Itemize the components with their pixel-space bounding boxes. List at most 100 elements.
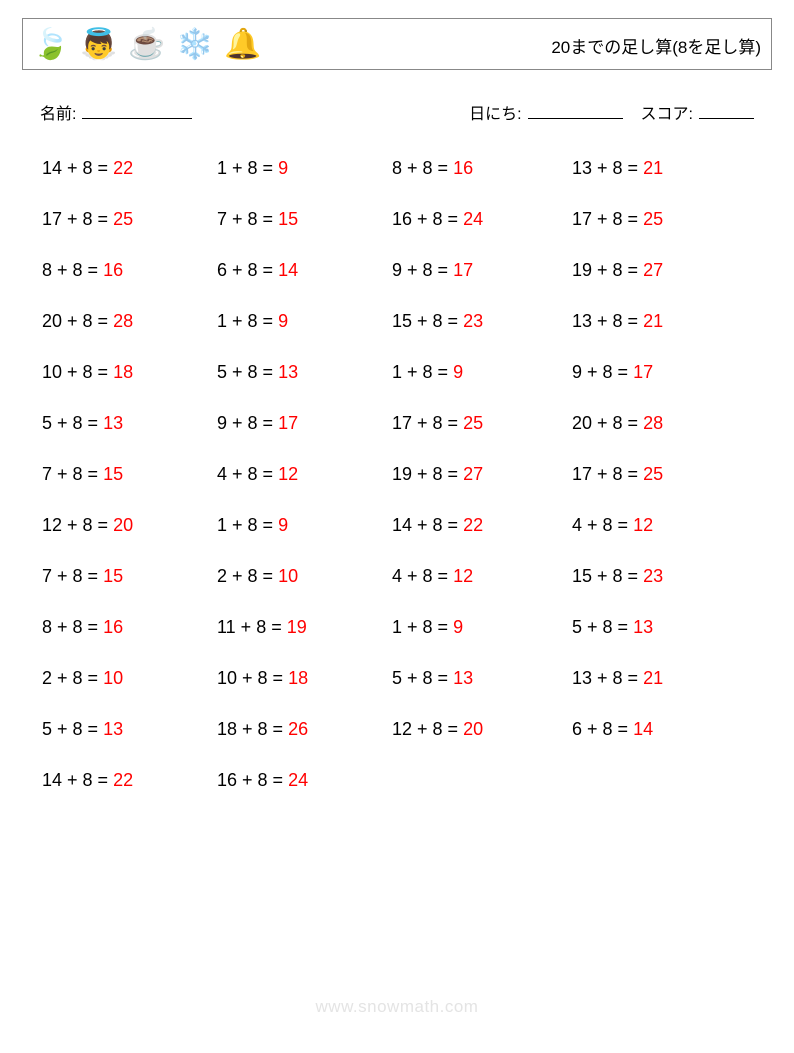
- problem-cell: 10 + 8 = 18: [217, 668, 392, 689]
- problem-expression: 8 + 8 =: [42, 617, 103, 637]
- problem-expression: 9 + 8 =: [217, 413, 278, 433]
- problem-expression: 14 + 8 =: [42, 158, 113, 178]
- problem-cell: 9 + 8 = 17: [217, 413, 392, 434]
- problem-answer: 28: [113, 311, 133, 331]
- date-label: 日にち:: [469, 100, 521, 124]
- problem-cell: 14 + 8 = 22: [392, 515, 572, 536]
- name-blank[interactable]: [82, 103, 192, 119]
- holly-icon: 🍃: [33, 27, 69, 63]
- worksheet-title: 20までの足し算(8を足し算): [551, 33, 761, 58]
- problem-cell: 18 + 8 = 26: [217, 719, 392, 740]
- problem-answer: 24: [288, 770, 308, 790]
- name-field: 名前:: [40, 100, 192, 124]
- problem-answer: 28: [643, 413, 663, 433]
- problem-answer: 16: [103, 617, 123, 637]
- decorative-icon-row: 🍃 👼 ☕ ❄️ 🔔: [33, 27, 261, 63]
- problem-answer: 27: [463, 464, 483, 484]
- problem-expression: 13 + 8 =: [572, 158, 643, 178]
- problem-cell: 10 + 8 = 18: [42, 362, 217, 383]
- problem-answer: 25: [643, 209, 663, 229]
- problem-cell: 8 + 8 = 16: [42, 617, 217, 638]
- worksheet-page: 🍃 👼 ☕ ❄️ 🔔 20までの足し算(8を足し算) 名前: 日にち: スコア:…: [0, 0, 794, 1053]
- problem-answer: 19: [287, 617, 307, 637]
- problem-expression: 5 + 8 =: [42, 719, 103, 739]
- problem-answer: 26: [288, 719, 308, 739]
- problem-expression: 19 + 8 =: [572, 260, 643, 280]
- header-box: 🍃 👼 ☕ ❄️ 🔔 20までの足し算(8を足し算): [22, 18, 772, 70]
- problem-expression: 17 + 8 =: [42, 209, 113, 229]
- problem-cell: 20 + 8 = 28: [572, 413, 747, 434]
- problem-cell: 1 + 8 = 9: [217, 311, 392, 332]
- problem-answer: 18: [288, 668, 308, 688]
- problem-expression: 7 + 8 =: [42, 566, 103, 586]
- problem-answer: 25: [113, 209, 133, 229]
- problem-expression: 5 + 8 =: [217, 362, 278, 382]
- problem-expression: 2 + 8 =: [217, 566, 278, 586]
- problem-expression: 9 + 8 =: [392, 260, 453, 280]
- problem-answer: 22: [113, 770, 133, 790]
- problem-expression: 2 + 8 =: [42, 668, 103, 688]
- problem-answer: 12: [453, 566, 473, 586]
- bells-icon: 🔔: [225, 27, 261, 63]
- problem-answer: 12: [278, 464, 298, 484]
- problem-cell: 5 + 8 = 13: [572, 617, 747, 638]
- problem-cell: 5 + 8 = 13: [42, 719, 217, 740]
- problem-cell: 7 + 8 = 15: [217, 209, 392, 230]
- problem-expression: 7 + 8 =: [42, 464, 103, 484]
- problem-expression: 1 + 8 =: [217, 515, 278, 535]
- problem-expression: 6 + 8 =: [572, 719, 633, 739]
- problem-expression: 4 + 8 =: [217, 464, 278, 484]
- problem-expression: 20 + 8 =: [572, 413, 643, 433]
- problem-cell: 16 + 8 = 24: [217, 770, 392, 791]
- problem-cell: 4 + 8 = 12: [392, 566, 572, 587]
- problem-cell: 14 + 8 = 22: [42, 770, 217, 791]
- problem-answer: 17: [453, 260, 473, 280]
- problem-answer: 21: [643, 158, 663, 178]
- problem-cell: 5 + 8 = 13: [42, 413, 217, 434]
- problem-cell: 5 + 8 = 13: [217, 362, 392, 383]
- date-blank[interactable]: [528, 103, 623, 119]
- problem-cell: 8 + 8 = 16: [42, 260, 217, 281]
- problem-answer: 9: [278, 158, 288, 178]
- score-label: スコア:: [641, 100, 693, 124]
- problem-cell: 13 + 8 = 21: [572, 668, 747, 689]
- problem-cell: 5 + 8 = 13: [392, 668, 572, 689]
- problem-cell: 12 + 8 = 20: [392, 719, 572, 740]
- problem-expression: 1 + 8 =: [217, 311, 278, 331]
- problem-expression: 5 + 8 =: [392, 668, 453, 688]
- problem-expression: 14 + 8 =: [42, 770, 113, 790]
- problem-expression: 8 + 8 =: [42, 260, 103, 280]
- problem-expression: 1 + 8 =: [217, 158, 278, 178]
- problem-cell: 17 + 8 = 25: [42, 209, 217, 230]
- problem-cell: 13 + 8 = 21: [572, 158, 747, 179]
- problem-cell: 13 + 8 = 21: [572, 311, 747, 332]
- problem-expression: 4 + 8 =: [572, 515, 633, 535]
- problem-answer: 24: [463, 209, 483, 229]
- date-score-fields: 日にち: スコア:: [469, 100, 754, 124]
- problem-expression: 13 + 8 =: [572, 668, 643, 688]
- problem-cell: 17 + 8 = 25: [572, 209, 747, 230]
- problem-answer: 16: [103, 260, 123, 280]
- problem-expression: 7 + 8 =: [217, 209, 278, 229]
- angel-icon: 👼: [81, 27, 117, 63]
- problem-expression: 5 + 8 =: [42, 413, 103, 433]
- problem-cell: 1 + 8 = 9: [392, 362, 572, 383]
- problem-answer: 14: [633, 719, 653, 739]
- problem-answer: 22: [113, 158, 133, 178]
- problem-expression: 12 + 8 =: [42, 515, 113, 535]
- problem-answer: 20: [463, 719, 483, 739]
- problem-answer: 21: [643, 311, 663, 331]
- problem-expression: 13 + 8 =: [572, 311, 643, 331]
- problem-expression: 11 + 8 =: [217, 617, 287, 637]
- score-blank[interactable]: [699, 103, 754, 119]
- problem-answer: 13: [103, 413, 123, 433]
- problem-answer: 16: [453, 158, 473, 178]
- problem-expression: 1 + 8 =: [392, 362, 453, 382]
- problem-answer: 25: [643, 464, 663, 484]
- problem-answer: 23: [463, 311, 483, 331]
- problem-cell: 2 + 8 = 10: [217, 566, 392, 587]
- problem-answer: 13: [103, 719, 123, 739]
- problem-answer: 17: [278, 413, 298, 433]
- problem-expression: 8 + 8 =: [392, 158, 453, 178]
- problem-cell: 9 + 8 = 17: [392, 260, 572, 281]
